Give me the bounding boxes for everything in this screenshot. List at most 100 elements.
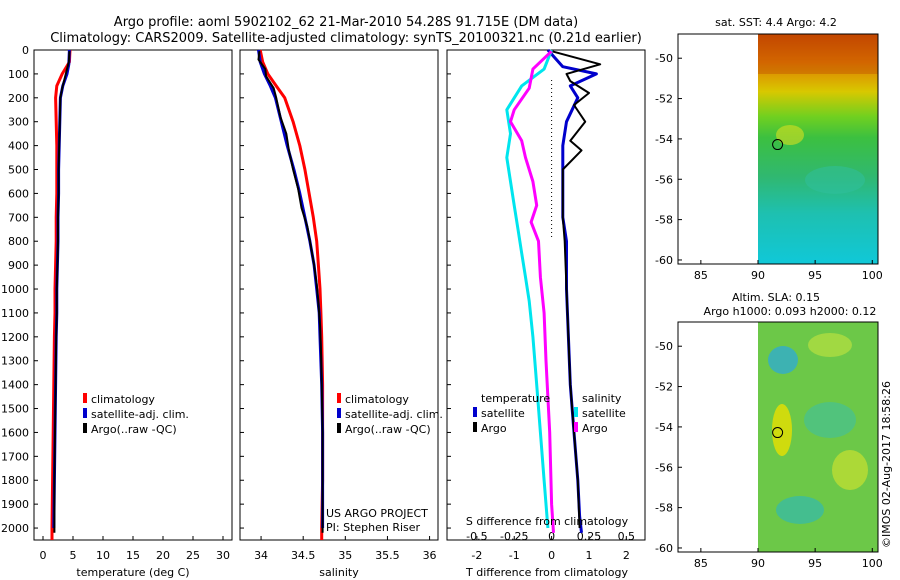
depth-tick-label: 1400 <box>1 379 29 392</box>
map-y-tick-label: -50 <box>655 52 673 65</box>
depth-tick-label: 600 <box>8 187 29 200</box>
x-tick-label: 25 <box>186 549 200 562</box>
x-tick-label: 34 <box>254 549 268 562</box>
legend-label: satellite <box>481 407 525 420</box>
x-tick-label: 5 <box>70 549 77 562</box>
legend-swatch-s-argo <box>574 422 578 432</box>
map-x-tick-label: 100 <box>862 557 883 570</box>
series-temperature-satellite <box>546 49 598 533</box>
x-tick-label: 0 <box>40 549 47 562</box>
x-tick-label: 2 <box>623 549 630 562</box>
x-tick-label: -1 <box>509 549 520 562</box>
salinity-x-axis: 34 34.5 35 35.5 36 <box>254 536 437 562</box>
series-salinity-satellite <box>505 49 553 529</box>
legend-label: Argo <box>582 422 608 435</box>
map-x-tick-label: 85 <box>694 269 708 282</box>
sla-patch <box>776 496 824 524</box>
legend-swatch-satellite <box>83 408 87 418</box>
sst-map-title: sat. SST: 4.4 Argo: 4.2 <box>715 16 837 29</box>
map-x-tick-label: 100 <box>862 269 883 282</box>
top-tick-label: 0.25 <box>577 530 602 543</box>
difference-panel-frame <box>446 49 646 541</box>
sla-map-frame <box>677 321 879 553</box>
legend-swatch-climatology <box>337 393 341 403</box>
sla-patch <box>804 402 856 438</box>
x-tick-label: 36 <box>423 549 437 562</box>
depth-tick-label: 1100 <box>1 307 29 320</box>
legend-swatch-s-satellite <box>574 407 578 417</box>
x-tick-label: 35 <box>338 549 352 562</box>
map-y-tick-label: -58 <box>655 214 673 227</box>
depth-tick-label: 1200 <box>1 331 29 344</box>
series-climatology <box>50 49 72 540</box>
salinity-series <box>257 49 325 540</box>
sla-map <box>677 321 879 553</box>
legend-label: Argo <box>481 422 507 435</box>
difference-legend: temperature satellite Argo salinity sate… <box>473 392 626 435</box>
series-temperature-argo <box>551 50 602 529</box>
sla-map-title-line1: Altim. SLA: 0.15 <box>732 291 820 304</box>
top-tick-label: 0 <box>548 530 555 543</box>
legend-swatch-argo <box>83 423 87 433</box>
depth-tick-label: 1800 <box>1 474 29 487</box>
x-tick-label: 0 <box>548 549 555 562</box>
top-tick-label: 0.5 <box>618 530 636 543</box>
temperature-x-axis: 0 5 10 15 20 25 30 <box>40 536 230 562</box>
temperature-legend: climatology satellite-adj. clim. Argo(..… <box>83 393 189 436</box>
depth-tick-label: 1300 <box>1 355 29 368</box>
legend-heading-salinity: salinity <box>582 392 622 405</box>
project-pi: PI: Stephen Riser <box>326 521 421 534</box>
depth-tick-label: 800 <box>8 235 29 248</box>
temperature-x-label: temperature (deg C) <box>76 566 189 579</box>
sla-patch <box>768 346 798 374</box>
map-x-tick-label: 90 <box>751 269 765 282</box>
legend-label: Argo(..raw -QC) <box>91 423 177 436</box>
map-y-tick-label: -56 <box>655 173 673 186</box>
depth-tick-label: 900 <box>8 259 29 272</box>
sla-patch <box>832 450 868 490</box>
depth-axis: 0 100 200 300 400 500 600 700 800 900 1000 1100 1200… <box>1 44 451 535</box>
depth-tick-label: 200 <box>8 92 29 105</box>
map-y-tick-label: -52 <box>655 381 673 394</box>
sla-map-axes: 85 90 95 100 -50 -52 -54 -56 -58 -60 <box>655 340 883 570</box>
sst-patch <box>805 166 865 194</box>
legend-label: satellite-adj. clim. <box>91 408 189 421</box>
legend-label: climatology <box>345 393 409 406</box>
sst-map-axes: 85 90 95 100 -50 -52 -54 -56 -58 -60 <box>655 52 883 282</box>
imos-watermark: ©IMOS 02-Aug-2017 18:58:26 <box>880 381 893 548</box>
legend-swatch-t-satellite <box>473 407 477 417</box>
top-tick-label: -0.5 <box>466 530 487 543</box>
map-x-tick-label: 85 <box>694 557 708 570</box>
project-name: US ARGO PROJECT <box>326 507 428 520</box>
top-tick-label: -0.25 <box>500 530 528 543</box>
temperature-series <box>50 49 72 540</box>
sla-patch <box>808 333 852 357</box>
map-y-tick-label: -52 <box>655 93 673 106</box>
figure-title-line2: Climatology: CARS2009. Satellite-adjuste… <box>50 31 642 46</box>
depth-tick-label: 700 <box>8 211 29 224</box>
difference-x-label: T difference from climatology <box>465 566 628 579</box>
map-y-tick-label: -56 <box>655 461 673 474</box>
depth-tick-label: 400 <box>8 140 29 153</box>
series-salinity-argo <box>509 50 555 533</box>
sla-map-title-line2: Argo h1000: 0.093 h2000: 0.12 <box>704 305 877 318</box>
series-satellite-adj-clim- <box>257 49 325 528</box>
depth-tick-label: 100 <box>8 68 29 81</box>
x-tick-label: 1 <box>585 549 592 562</box>
legend-swatch-climatology <box>83 393 87 403</box>
x-tick-label: 10 <box>96 549 110 562</box>
salinity-legend: climatology satellite-adj. clim. Argo(..… <box>337 393 443 436</box>
legend-swatch-argo <box>337 423 341 433</box>
temperature-panel-frame <box>33 49 233 541</box>
map-y-tick-label: -54 <box>655 421 673 434</box>
salinity-panel-frame <box>239 49 439 541</box>
x-tick-label: 15 <box>126 549 140 562</box>
series-argo-raw-qc- <box>53 51 71 533</box>
figure-title-line1: Argo profile: aoml 5902102_62 21-Mar-201… <box>114 15 578 30</box>
series-argo-raw-qc- <box>257 51 324 533</box>
depth-tick-label: 1500 <box>1 403 29 416</box>
legend-label: satellite-adj. clim. <box>345 408 443 421</box>
salinity-x-label: salinity <box>319 566 359 579</box>
sst-field <box>758 34 878 264</box>
